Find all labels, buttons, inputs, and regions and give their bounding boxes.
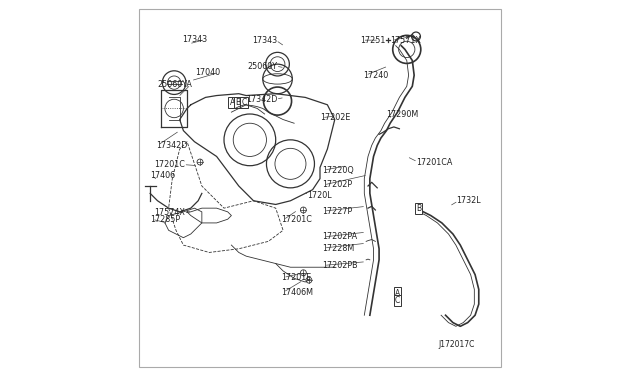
Text: 17228M: 17228M — [322, 244, 354, 253]
Text: 17040: 17040 — [195, 68, 220, 77]
Text: 17201C: 17201C — [154, 160, 185, 169]
Text: 17574X: 17574X — [154, 208, 185, 217]
Text: 17201C: 17201C — [281, 215, 312, 224]
Text: 17240: 17240 — [364, 71, 389, 80]
Text: B: B — [416, 203, 421, 213]
Text: 17202PB: 17202PB — [322, 261, 358, 270]
Text: 17220Q: 17220Q — [322, 166, 353, 174]
Text: 17201E: 17201E — [281, 273, 312, 282]
Text: 17343: 17343 — [252, 36, 278, 45]
Text: B: B — [236, 98, 241, 107]
Text: 17290M: 17290M — [387, 109, 419, 119]
Text: C: C — [241, 98, 246, 107]
Text: 17251: 17251 — [360, 36, 386, 45]
Text: 25060Y: 25060Y — [248, 61, 278, 71]
Text: 17202PA: 17202PA — [322, 232, 357, 241]
Text: 17571X: 17571X — [390, 36, 421, 45]
Text: 17285P: 17285P — [150, 215, 180, 224]
Text: 25060YA: 25060YA — [157, 80, 193, 89]
Text: 17202P: 17202P — [322, 180, 352, 189]
Text: 17201CA: 17201CA — [416, 157, 452, 167]
Text: J172017C: J172017C — [438, 340, 475, 349]
Text: 17406: 17406 — [150, 171, 175, 180]
Text: 1720L: 1720L — [307, 191, 332, 200]
Text: 1732L: 1732L — [456, 196, 481, 205]
Text: 17202E: 17202E — [320, 113, 350, 122]
Text: C: C — [395, 296, 400, 305]
Text: A: A — [230, 98, 235, 107]
Text: 17342D: 17342D — [246, 95, 278, 104]
Text: A: A — [395, 289, 400, 298]
Text: 17343: 17343 — [182, 35, 207, 44]
Text: 17406M: 17406M — [281, 288, 313, 297]
Text: 17227P: 17227P — [322, 206, 352, 216]
Text: 17342D: 17342D — [156, 141, 187, 150]
